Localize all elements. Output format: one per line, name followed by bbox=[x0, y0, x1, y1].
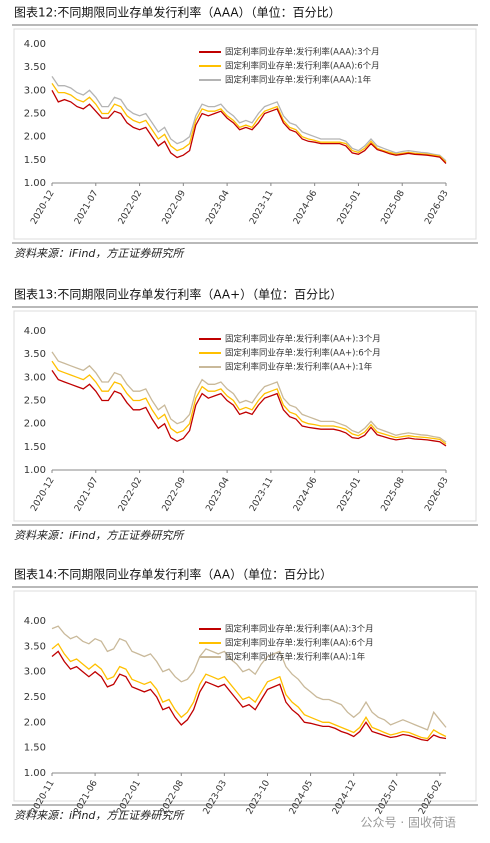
y-tick-label: 1.00 bbox=[24, 768, 46, 779]
x-tick-label: 2022-02 bbox=[117, 476, 144, 514]
chart-frame bbox=[13, 590, 477, 802]
series-line bbox=[51, 370, 447, 447]
y-tick-label: 4.00 bbox=[24, 616, 46, 627]
legend-label: 固定利率同业存单:发行利率(AAA):6个月 bbox=[225, 61, 380, 72]
x-tick-label: 2026-03 bbox=[423, 476, 450, 514]
x-tick-label: 2024-06 bbox=[292, 189, 320, 227]
x-tick-label: 2020-12 bbox=[29, 476, 56, 514]
x-tick-label: 2023-10 bbox=[245, 779, 273, 817]
legend-label: 固定利率同业存单:发行利率(AA+):6个月 bbox=[225, 348, 381, 359]
y-tick-label: 4.00 bbox=[24, 326, 46, 337]
series-line bbox=[51, 76, 447, 162]
y-tick-label: 2.50 bbox=[24, 396, 46, 407]
x-tick-label: 2023-11 bbox=[248, 189, 275, 227]
series-line bbox=[51, 83, 447, 163]
x-tick-label: 2023-04 bbox=[204, 476, 232, 514]
y-tick-label: 1.50 bbox=[24, 743, 46, 754]
x-tick-label: 2022-09 bbox=[161, 189, 189, 227]
source-note: 资料来源：iFind，方正证券研究所 bbox=[14, 247, 185, 260]
x-tick-label: 2022-09 bbox=[161, 476, 189, 514]
x-tick-label: 2026-03 bbox=[423, 189, 450, 227]
x-tick-label: 2025-07 bbox=[374, 779, 401, 817]
x-tick-label: 2021-07 bbox=[73, 476, 100, 514]
legend-label: 固定利率同业存单:发行利率(AA):3个月 bbox=[225, 624, 374, 635]
x-tick-label: 2025-08 bbox=[380, 189, 408, 227]
series-line bbox=[51, 642, 447, 740]
y-tick-label: 1.50 bbox=[24, 442, 46, 453]
series-line bbox=[51, 650, 447, 742]
chart-frame bbox=[13, 28, 477, 240]
x-tick-label: 2025-01 bbox=[336, 189, 363, 227]
x-tick-label: 2026-02 bbox=[417, 779, 444, 817]
series-line bbox=[51, 351, 447, 443]
x-tick-label: 2025-08 bbox=[380, 476, 408, 514]
x-tick-label: 2024-12 bbox=[331, 779, 358, 817]
legend-label: 固定利率同业存单:发行利率(AA+):3个月 bbox=[225, 334, 381, 345]
legend-label: 固定利率同业存单:发行利率(AAA):1年 bbox=[225, 75, 372, 86]
y-tick-label: 3.50 bbox=[24, 62, 46, 73]
y-tick-label: 2.00 bbox=[24, 132, 46, 143]
x-tick-label: 2023-04 bbox=[204, 189, 232, 227]
series-line bbox=[51, 360, 447, 445]
source-note: 资料来源：iFind，方正证券研究所 bbox=[14, 529, 185, 542]
series-line bbox=[51, 625, 447, 731]
watermark: 公众号 · 固收荷语 bbox=[361, 816, 456, 830]
series-line bbox=[51, 89, 447, 164]
x-tick-label: 2021-07 bbox=[73, 189, 100, 227]
x-tick-label: 2022-02 bbox=[117, 189, 144, 227]
legend-label: 固定利率同业存单:发行利率(AA):6个月 bbox=[225, 638, 374, 649]
x-tick-label: 2020-12 bbox=[29, 189, 56, 227]
figure-caption: 图表14:不同期限同业存单发行利率（AA）（单位：百分比） bbox=[14, 567, 332, 582]
y-tick-label: 1.00 bbox=[24, 178, 46, 189]
source-note: 资料来源：iFind，方正证券研究所 bbox=[14, 809, 185, 822]
legend-label: 固定利率同业存单:发行利率(AA):1年 bbox=[225, 652, 366, 663]
y-tick-label: 4.00 bbox=[24, 39, 46, 50]
y-tick-label: 2.00 bbox=[24, 419, 46, 430]
y-tick-label: 3.00 bbox=[24, 372, 46, 383]
y-tick-label: 1.00 bbox=[24, 465, 46, 476]
y-tick-label: 3.00 bbox=[24, 85, 46, 96]
figure-caption: 图表13:不同期限同业存单发行利率（AA+）（单位：百分比） bbox=[14, 287, 342, 302]
y-tick-label: 2.00 bbox=[24, 717, 46, 728]
figure-caption: 图表12:不同期限同业存单发行利率（AAA）（单位：百分比） bbox=[14, 5, 341, 20]
legend-label: 固定利率同业存单:发行利率(AA+):1年 bbox=[225, 362, 373, 373]
y-tick-label: 2.50 bbox=[24, 692, 46, 703]
x-tick-label: 2024-06 bbox=[292, 476, 320, 514]
y-tick-label: 3.50 bbox=[24, 641, 46, 652]
chart-frame bbox=[13, 310, 477, 522]
x-tick-label: 2023-11 bbox=[248, 476, 275, 514]
y-tick-label: 3.50 bbox=[24, 349, 46, 360]
y-tick-label: 3.00 bbox=[24, 667, 46, 678]
y-tick-label: 1.50 bbox=[24, 155, 46, 166]
legend-label: 固定利率同业存单:发行利率(AAA):3个月 bbox=[225, 47, 380, 58]
x-tick-label: 2024-05 bbox=[288, 779, 315, 817]
y-tick-label: 2.50 bbox=[24, 109, 46, 120]
x-tick-label: 2023-03 bbox=[202, 779, 229, 817]
x-tick-label: 2025-01 bbox=[336, 476, 363, 514]
